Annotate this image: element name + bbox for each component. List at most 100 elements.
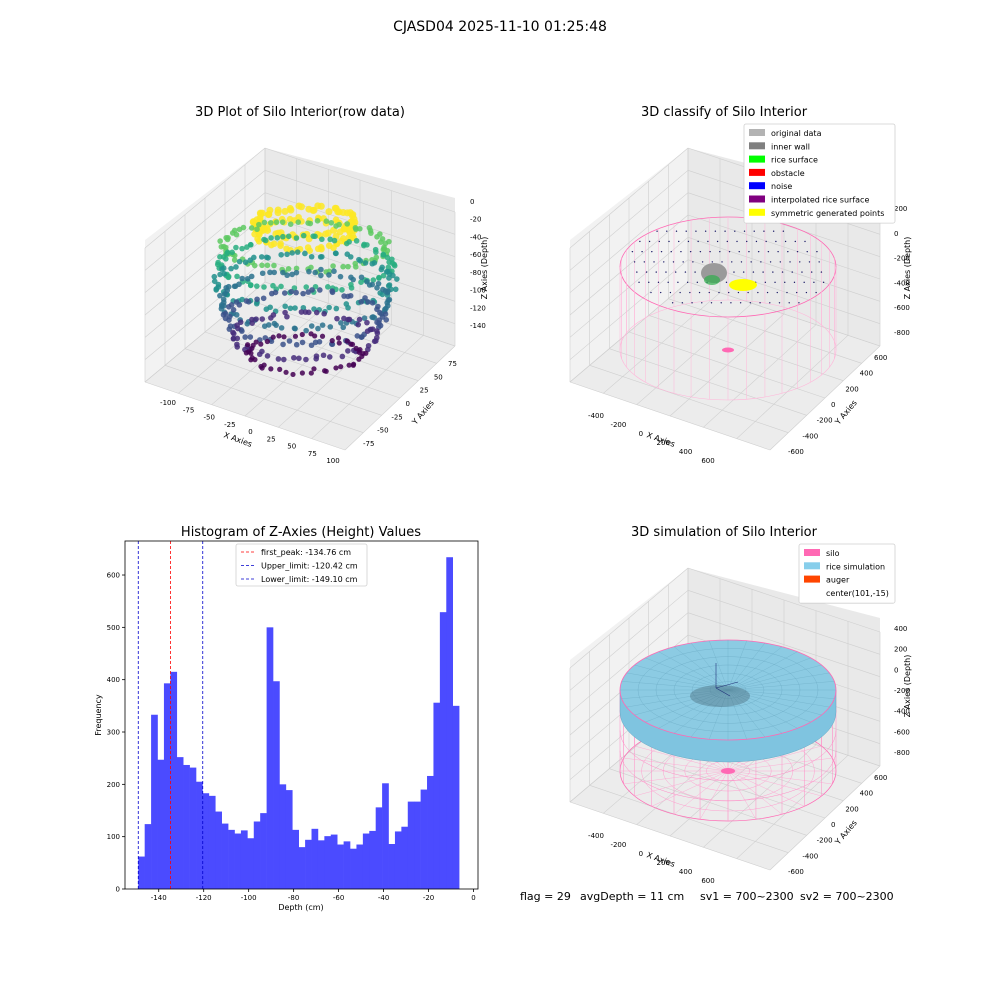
panel-title: 3D classify of Silo Interior (641, 105, 808, 120)
noise-point (803, 281, 805, 284)
silo-floor-spoke (699, 770, 729, 820)
point (299, 339, 306, 346)
histogram-bar (362, 833, 370, 889)
point (277, 366, 283, 372)
point (369, 314, 376, 321)
point (378, 266, 385, 273)
z-axis-label: Z Axies (Depth) (480, 237, 489, 300)
point (312, 269, 319, 276)
noise-point (714, 230, 717, 232)
tick-label: 0 (894, 230, 898, 238)
point (250, 342, 256, 348)
classified-clusters (701, 263, 757, 291)
point (237, 319, 244, 326)
y-ticks: 0 100 200 300 400 500 600 (107, 572, 125, 894)
histogram-bar (350, 848, 357, 889)
tick-label: -40 (470, 233, 481, 241)
point (295, 202, 303, 210)
point (274, 209, 282, 217)
noise-point (725, 281, 728, 284)
point (236, 281, 242, 288)
noise-point (760, 261, 762, 263)
point (224, 250, 230, 257)
symmetric-points-cluster (729, 279, 757, 291)
surface-mesh-spoke (727, 642, 766, 691)
point (326, 304, 332, 311)
noise-point (687, 240, 690, 243)
point (333, 305, 340, 312)
point (303, 356, 309, 363)
point (221, 243, 227, 250)
point (365, 299, 371, 305)
point (323, 218, 330, 224)
point (228, 302, 235, 308)
point (339, 287, 345, 293)
point (253, 316, 259, 322)
point (338, 320, 344, 326)
point (272, 289, 279, 296)
histogram-bar (439, 612, 447, 889)
legend-label: rice simulation (826, 562, 885, 571)
point (280, 233, 286, 240)
point (282, 303, 288, 310)
tick-label: -200 (610, 841, 626, 849)
point (317, 287, 323, 293)
point (292, 333, 299, 339)
tick-label: -400 (588, 412, 604, 420)
y-tick-label: 400 (107, 676, 120, 684)
tick-label: 200 (845, 385, 858, 393)
noise-point (730, 302, 732, 304)
legend-swatch (749, 208, 765, 216)
point (299, 331, 305, 338)
tick-label: 200 (894, 205, 907, 213)
point (283, 245, 290, 253)
point (273, 219, 280, 225)
point (345, 234, 353, 241)
point (290, 371, 296, 378)
point (258, 341, 264, 347)
noise-point (699, 250, 702, 253)
tick-label: -800 (894, 329, 910, 337)
tick-label: -100 (160, 399, 176, 407)
noise-point (733, 271, 735, 273)
point (227, 323, 234, 329)
grid-line (144, 147, 266, 249)
point (281, 207, 289, 215)
point (217, 254, 223, 260)
point (228, 265, 234, 272)
point (256, 351, 263, 358)
point (242, 334, 248, 340)
noise-point (818, 261, 820, 263)
y-tick-label: 0 (116, 886, 120, 894)
point (222, 310, 229, 317)
point (354, 333, 361, 339)
point (231, 257, 238, 263)
surface-mesh-spoke (626, 689, 729, 708)
point (300, 290, 306, 297)
histogram-bar (292, 829, 299, 889)
histogram-bar (407, 801, 415, 889)
tick-label: 0 (894, 666, 898, 674)
noise-point (645, 271, 648, 273)
tick-label: 200 (657, 859, 670, 867)
noise-point (750, 261, 752, 263)
point (336, 228, 344, 236)
point (380, 246, 387, 253)
point (326, 272, 332, 278)
point (345, 316, 351, 323)
point (279, 219, 286, 225)
point (267, 269, 273, 276)
noise-point (711, 261, 714, 263)
histogram-bar (285, 790, 293, 889)
y-tick-label: 100 (107, 833, 120, 841)
histogram-bar (144, 824, 152, 889)
tick-label: -600 (788, 448, 804, 456)
noise-point (691, 302, 693, 304)
y-axis-label: Y Axies (833, 398, 859, 427)
x-tick-labels: -400 -200 0 200 400 600 (588, 412, 715, 465)
point (322, 368, 328, 374)
noise-point (641, 250, 643, 253)
point (357, 347, 363, 353)
noise-point (739, 302, 742, 304)
y-tick-label: 500 (107, 624, 120, 632)
